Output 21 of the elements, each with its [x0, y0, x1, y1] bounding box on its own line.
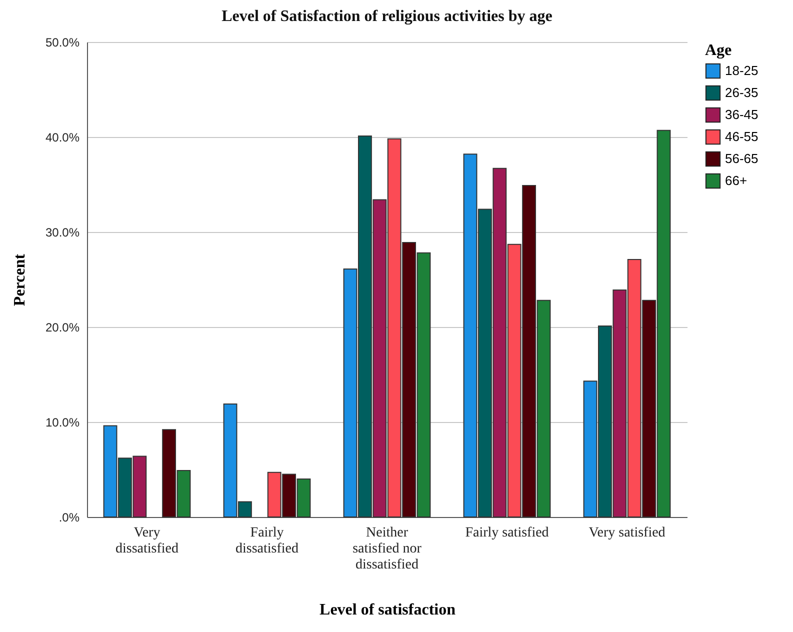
x-tick-label: Very satisfied — [588, 526, 666, 540]
legend-label: 66+ — [725, 173, 748, 188]
legend-title: Age — [705, 42, 732, 59]
x-tick-label: Neither satisfied nor dissatisfied — [352, 526, 422, 572]
chart-title: Level of Satisfaction of religious activities by age — [222, 8, 552, 25]
y-tick-label: .0% — [58, 510, 80, 524]
legend-label: 46-55 — [725, 129, 758, 144]
legend-label: 26-35 — [725, 85, 758, 100]
y-tick-label: 40.0% — [45, 130, 80, 144]
x-axis-title: Level of satisfaction — [320, 602, 456, 618]
y-tick-label: 10.0% — [45, 416, 80, 430]
y-tick-label: 20.0% — [45, 320, 80, 334]
x-tick-label: Fairly dissatisfied — [236, 526, 298, 556]
legend-label: 36-45 — [725, 107, 758, 122]
y-axis-title: Percent — [11, 253, 28, 306]
legend-label: 56-65 — [725, 151, 758, 166]
y-tick-label: 50.0% — [45, 36, 80, 50]
legend-label: 18-25 — [725, 63, 758, 78]
x-tick-label: Fairly satisfied — [465, 526, 549, 540]
x-tick-label: Very dissatisfied — [116, 526, 178, 556]
y-tick-label: 30.0% — [45, 226, 80, 240]
